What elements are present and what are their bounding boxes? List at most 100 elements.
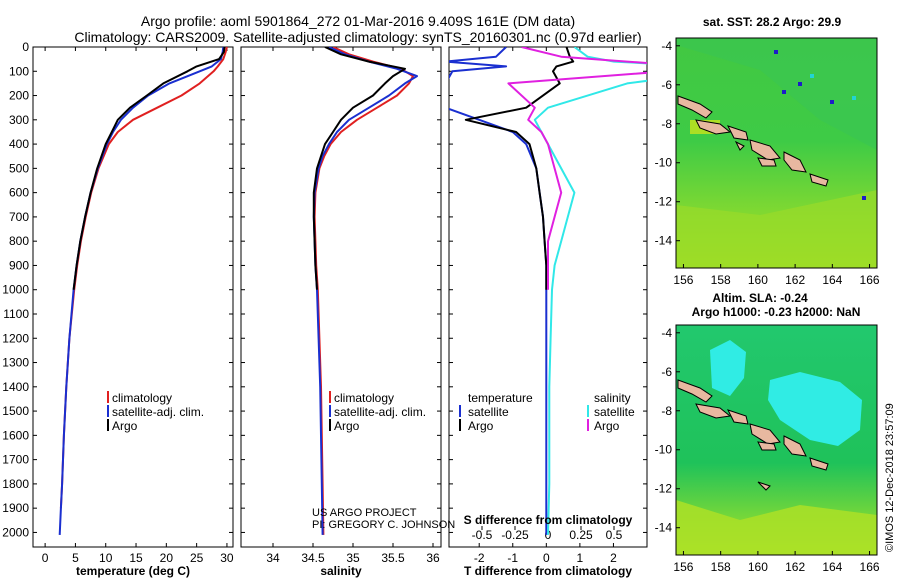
- legend-label-climatology: climatology: [334, 391, 394, 405]
- temperature-legend: climatology satellite-adj. clim. Argo: [107, 391, 204, 433]
- temperature-panel: 0100200300400500600700800900100011001200…: [2, 40, 234, 578]
- map-y-tick-label: -4: [661, 326, 672, 340]
- secondary-x-tick-label: -0.25: [501, 528, 529, 542]
- legend-label-satellite: satellite-adj. clim.: [112, 405, 204, 419]
- map-y-tick-label: -10: [655, 156, 673, 170]
- y-tick-label: 1000: [2, 283, 29, 297]
- credit-line-1: US ARGO PROJECT: [312, 507, 417, 519]
- sst-map-title: sat. SST: 28.2 Argo: 29.9: [703, 15, 842, 29]
- sst-map: [675, 37, 878, 269]
- map-y-tick-label: -8: [661, 404, 672, 418]
- y-tick-label: 800: [9, 234, 29, 248]
- x-tick-label: -2: [474, 551, 485, 565]
- island-makira: [809, 457, 829, 471]
- island-small-1: [734, 140, 745, 151]
- sst-pixel: [810, 74, 814, 78]
- salinity-legend: climatology satellite-adj. clim. Argo: [329, 391, 426, 433]
- legend-label-t-argo: Argo: [468, 419, 494, 433]
- secondary-x-tick-label: 0.25: [569, 528, 593, 542]
- map-x-tick-label: 160: [748, 273, 768, 287]
- island-guadalcanal: [757, 157, 777, 167]
- map-x-tick-label: 162: [785, 273, 805, 287]
- island-malaita: [783, 151, 807, 173]
- sla-map: [675, 324, 878, 556]
- sla-high-region: [710, 340, 746, 396]
- map-y-tick-label: -10: [655, 443, 673, 457]
- x-axis-label: temperature (deg C): [76, 564, 190, 578]
- y-tick-label: 1500: [2, 404, 29, 418]
- x-tick-label: 0: [543, 551, 550, 565]
- island-bougainville: [695, 119, 732, 135]
- map-x-tick-label: 160: [748, 560, 768, 574]
- island-small-2: [757, 481, 771, 491]
- y-tick-label: 1700: [2, 453, 29, 467]
- legend-label-s-satellite: satellite: [594, 405, 635, 419]
- x-tick-label: 2: [610, 551, 617, 565]
- series-line-salinity-satellite: [533, 47, 647, 535]
- sst-pixel: [862, 196, 866, 200]
- sst-pixel: [798, 82, 802, 86]
- s-difference-label: S difference from climatology: [464, 513, 633, 527]
- x-tick-label: 35.5: [381, 551, 405, 565]
- map-x-tick-label: 156: [673, 560, 693, 574]
- legend-label-argo: Argo: [112, 419, 138, 433]
- series-line-salinity-argo: [507, 47, 647, 290]
- map-x-tick-label: 166: [860, 560, 880, 574]
- plot-frame: [240, 46, 442, 548]
- salinity-panel: 34 34.5 35 35.5 36 salinity: [240, 46, 442, 578]
- map-y-tick-label: -12: [655, 195, 673, 209]
- island-guadalcanal: [757, 441, 777, 451]
- y-tick-label: 1900: [2, 501, 29, 515]
- y-tick-label: 600: [9, 186, 29, 200]
- map-y-tick-label: -6: [661, 78, 672, 92]
- sst-pixel: [852, 96, 856, 100]
- x-tick-label: 36: [426, 551, 440, 565]
- y-tick-label: 1600: [2, 428, 29, 442]
- island-isabel: [749, 139, 781, 161]
- x-tick-label: 30: [220, 551, 234, 565]
- island-makira: [809, 173, 829, 187]
- legend-label-t-satellite: satellite: [468, 405, 509, 419]
- difference-panel: -2 -1 0 1 2T difference from climatology -0.5…: [448, 46, 648, 578]
- x-axis-label: T difference from climatology: [464, 564, 632, 578]
- island-choiseul: [727, 125, 749, 141]
- sla-high-region: [768, 372, 862, 446]
- y-tick-label: 1200: [2, 331, 29, 345]
- y-tick-label: 1400: [2, 380, 29, 394]
- y-tick-label: 0: [22, 40, 29, 54]
- legend-label-argo: Argo: [334, 419, 360, 433]
- x-tick-label: 35: [346, 551, 360, 565]
- y-tick-label: 200: [9, 89, 29, 103]
- sst-warm-region: [676, 38, 877, 150]
- credit-line-2: PI: GREGORY C. JOHNSON: [312, 519, 455, 531]
- y-tick-label: 1100: [3, 307, 29, 321]
- legend-heading-temperature: temperature: [468, 391, 533, 405]
- y-tick-label: 1800: [2, 477, 29, 491]
- map-x-tick-label: 158: [711, 273, 731, 287]
- header-line-2: Climatology: CARS2009. Satellite-adjuste…: [74, 29, 641, 45]
- x-tick-label: 15: [129, 551, 143, 565]
- x-tick-label: 1: [577, 551, 584, 565]
- y-tick-label: 900: [9, 258, 29, 272]
- series-line-temperature-argo: [464, 47, 575, 290]
- difference-legend: temperature salinity satellite Argo sate…: [459, 391, 635, 433]
- legend-label-climatology: climatology: [112, 391, 172, 405]
- x-tick-label: 5: [72, 551, 79, 565]
- legend-label-s-argo: Argo: [594, 419, 620, 433]
- series-line-argo: [312, 47, 406, 290]
- series-line-satellite-adj-clim-: [312, 47, 418, 535]
- map-x-tick-label: 166: [860, 273, 880, 287]
- map-x-tick-label: 162: [785, 560, 805, 574]
- secondary-x-tick-label: 0.5: [606, 528, 623, 542]
- island-new-britain: [677, 95, 713, 119]
- legend-label-satellite: satellite-adj. clim.: [334, 405, 426, 419]
- series-line-argo: [72, 47, 226, 290]
- map-y-tick-label: -14: [655, 521, 673, 535]
- x-tick-label: -1: [507, 551, 518, 565]
- y-tick-label: 300: [9, 113, 29, 127]
- sst-pixel: [782, 90, 786, 94]
- x-tick-label: 20: [160, 551, 174, 565]
- sla-map-title: Altim. SLA: -0.24: [712, 291, 808, 305]
- y-tick-label: 2000: [2, 525, 29, 539]
